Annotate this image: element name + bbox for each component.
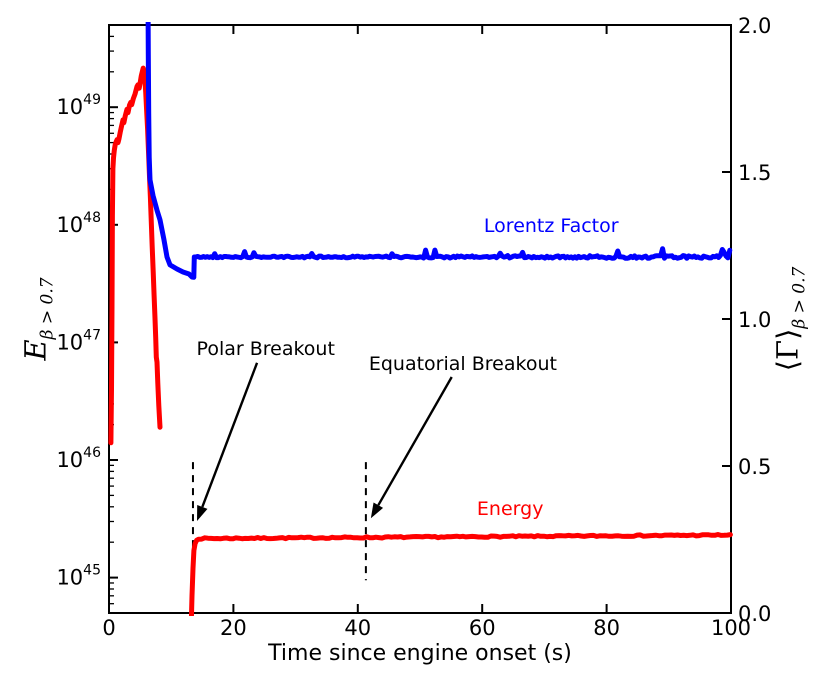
left-y-axis-subscript: β > 0.7 [37,277,58,340]
x-axis-title: Time since engine onset (s) [268,641,572,666]
x-axis-tick-label: 100 [711,616,751,640]
equatorial-breakout-arrow [377,376,453,506]
plot-frame [108,24,732,614]
right-axis-tick-label: 0.0 [738,602,771,626]
left-axis-tick-label: 1049 [56,92,101,119]
left-axis-tick-label: 1048 [56,210,101,237]
right-axis-tick-label: 0.5 [738,455,771,479]
right-y-axis-title: ⟨Γ⟩β > 0.7 [771,267,810,372]
x-axis-tick-label: 0 [102,616,115,640]
x-axis-tick-label: 20 [220,616,247,640]
right-axis-tick-label: 2.0 [738,14,771,38]
left-axis-tick-label: 1046 [56,445,101,472]
x-axis-tick-label: 60 [469,616,496,640]
right-y-axis-symbol: ⟨Γ⟩ [770,328,805,372]
lorentz-factor-curve [145,22,733,280]
left-y-axis-symbol: E [18,339,53,361]
x-axis-tick-label: 80 [593,616,620,640]
polar-breakout-arrow [201,362,259,508]
energy-curve [188,532,733,616]
annotation-equatorial-breakout: Equatorial Breakout [368,352,557,375]
energy-curve [108,65,163,446]
right-axis-tick-label: 1.0 [738,308,771,332]
left-y-axis-title: Eβ > 0.7 [19,277,58,360]
lorentz-factor-curve-label: Lorentz Factor [483,215,619,238]
right-axis-tick-label: 1.5 [738,161,771,185]
annotation-polar-breakout: Polar Breakout [196,337,335,360]
polar-breakout-arrowhead [197,505,208,521]
x-axis-tick-label: 40 [344,616,371,640]
right-y-axis-subscript: β > 0.7 [789,266,810,329]
equatorial-breakout-arrowhead [370,502,384,519]
energy-curve-label: Energy [476,498,544,520]
left-axis-tick-label: 1045 [56,563,101,590]
left-axis-tick-label: 1047 [56,327,101,354]
